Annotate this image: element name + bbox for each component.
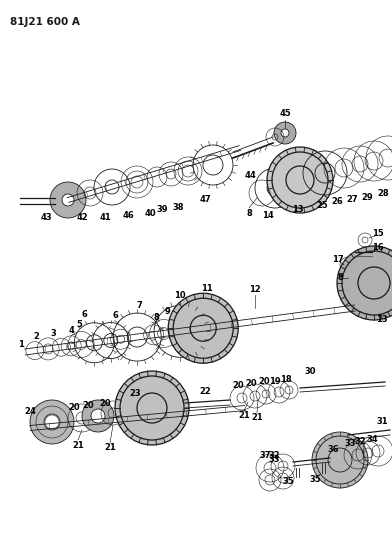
Text: 28: 28 [377,190,389,198]
Text: 24: 24 [24,408,36,416]
Circle shape [274,122,296,144]
Text: 46: 46 [122,211,134,220]
Circle shape [44,414,60,430]
Text: 30: 30 [304,367,316,376]
Text: 32: 32 [268,450,280,459]
Text: 40: 40 [144,208,156,217]
Text: 29: 29 [361,192,373,201]
Text: 43: 43 [40,214,52,222]
Text: 44: 44 [244,171,256,180]
Text: 34: 34 [366,435,378,445]
Text: 13: 13 [292,206,304,214]
Text: 14: 14 [262,211,274,220]
Text: 20: 20 [99,399,111,408]
Text: 33: 33 [344,440,356,448]
Text: 1: 1 [18,340,24,349]
Circle shape [50,182,86,218]
Text: 8: 8 [154,313,160,322]
Text: 17: 17 [332,255,344,264]
Text: 23: 23 [129,389,141,398]
Text: 42: 42 [76,214,88,222]
Text: 2: 2 [33,333,39,342]
Text: 8: 8 [337,273,343,282]
Text: 13: 13 [376,316,388,325]
Text: 31: 31 [376,417,388,426]
Text: 37: 37 [259,450,271,459]
Circle shape [82,400,114,432]
Circle shape [337,246,392,320]
Text: 25: 25 [316,200,328,209]
Circle shape [168,293,238,364]
Text: 19: 19 [269,376,281,385]
Circle shape [267,147,333,213]
Text: 12: 12 [249,286,261,295]
Text: 7: 7 [136,301,142,310]
Text: 20: 20 [82,400,94,409]
Text: 36: 36 [327,446,339,455]
Text: 20: 20 [68,403,80,413]
Text: 6: 6 [82,310,87,319]
Text: 35: 35 [309,474,321,483]
Text: 21: 21 [104,443,116,453]
Text: 26: 26 [331,198,343,206]
Text: 33: 33 [268,456,280,464]
Text: 47: 47 [199,196,211,205]
Circle shape [91,409,105,423]
Circle shape [30,400,74,444]
Text: 38: 38 [172,204,184,213]
Text: 18: 18 [280,375,292,384]
Text: 27: 27 [346,196,358,205]
Text: 39: 39 [156,206,168,214]
Text: 8: 8 [246,208,252,217]
Circle shape [281,129,289,137]
Text: 21: 21 [251,414,263,423]
Text: 10: 10 [174,291,186,300]
Text: 5: 5 [76,320,82,329]
Circle shape [115,371,189,445]
Text: 3: 3 [51,329,56,338]
Circle shape [312,432,368,488]
Text: 35: 35 [282,478,294,487]
Text: 9: 9 [165,307,171,316]
Text: 21: 21 [72,440,84,449]
Text: 15: 15 [372,230,384,238]
Circle shape [62,194,74,206]
Text: 16: 16 [372,244,384,253]
Text: 41: 41 [99,214,111,222]
Text: 45: 45 [279,109,291,117]
Text: 32: 32 [354,438,366,447]
Text: 4: 4 [68,326,74,335]
Text: 81J21 600 A: 81J21 600 A [10,17,80,27]
Text: 20: 20 [258,377,270,386]
Text: 11: 11 [201,284,213,293]
Text: 21: 21 [238,411,250,421]
Text: 22: 22 [199,387,211,397]
Text: 20: 20 [245,379,257,389]
Text: 6: 6 [113,311,119,320]
Text: 20: 20 [232,382,244,391]
